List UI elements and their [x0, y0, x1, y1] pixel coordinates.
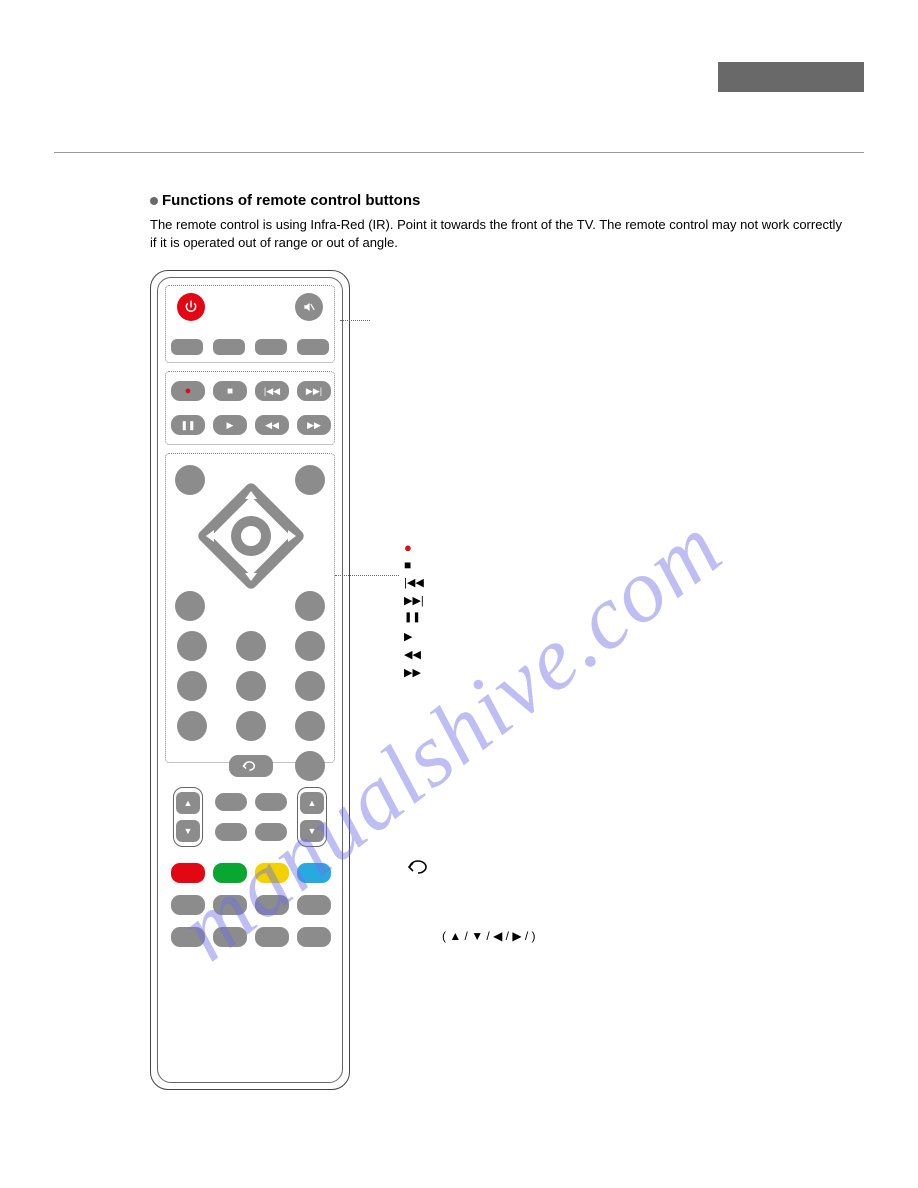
right-arrow-icon — [288, 530, 296, 542]
stop-button[interactable]: ■ — [213, 381, 247, 401]
symbol-rew: ◀◀ — [404, 648, 421, 661]
power-button[interactable] — [177, 293, 205, 321]
return-button[interactable] — [229, 755, 273, 777]
nav-bottom-right-button[interactable] — [295, 591, 325, 621]
arrows-paren-text: ( ▲ / ▼ / ◀ / ▶ / ) — [442, 929, 536, 943]
rec-button[interactable]: ● — [171, 381, 205, 401]
next-button[interactable]: ▶▶| — [297, 381, 331, 401]
rew-button[interactable]: ◀◀ — [255, 415, 289, 435]
symbol-prev: |◀◀ — [404, 576, 424, 589]
leader-line-2 — [335, 575, 399, 576]
yellow-button[interactable] — [255, 863, 289, 883]
vol-rocker: ▲ ▼ — [173, 787, 203, 847]
gray-pill-r1-3[interactable] — [255, 895, 289, 915]
dpad-ok-inner — [239, 524, 263, 548]
vol-down-button[interactable]: ▼ — [176, 820, 200, 842]
mute-icon — [302, 300, 316, 314]
vol-up-button[interactable]: ▲ — [176, 792, 200, 814]
play-button[interactable]: ▶ — [213, 415, 247, 435]
num-6-button[interactable] — [295, 671, 325, 701]
num-1-button[interactable] — [177, 631, 207, 661]
ch-down-button[interactable]: ▼ — [300, 820, 324, 842]
pause-button[interactable]: ❚❚ — [171, 415, 205, 435]
remote-outline: ● ■ |◀◀ ▶▶| ❚❚ ▶ ◀◀ ▶▶ ▲ ▼ — [150, 270, 350, 1090]
func-button-4[interactable] — [297, 339, 329, 355]
symbol-fwd: ▶▶ — [404, 666, 421, 679]
symbol-pause: ❚❚ — [404, 612, 421, 623]
num-0-button[interactable] — [295, 751, 325, 781]
header-bar — [718, 62, 864, 92]
num-4-button[interactable] — [177, 671, 207, 701]
section-title: Functions of remote control buttons — [162, 192, 420, 209]
fwd-button[interactable]: ▶▶ — [297, 415, 331, 435]
nav-bottom-left-button[interactable] — [175, 591, 205, 621]
leader-line-1 — [340, 320, 370, 321]
num-8-button[interactable] — [236, 711, 266, 741]
bullet-icon — [150, 197, 158, 205]
gray-pill-r2-4[interactable] — [297, 927, 331, 947]
mid-pill-2[interactable] — [255, 793, 287, 811]
up-arrow-icon — [245, 491, 257, 499]
func-button-1[interactable] — [171, 339, 203, 355]
symbol-rec: ● — [404, 540, 412, 555]
ch-rocker: ▲ ▼ — [297, 787, 327, 847]
func-button-3[interactable] — [255, 339, 287, 355]
down-arrow-icon — [245, 573, 257, 581]
gray-pill-r2-3[interactable] — [255, 927, 289, 947]
left-arrow-icon — [206, 530, 214, 542]
num-7-button[interactable] — [177, 711, 207, 741]
prev-button[interactable]: |◀◀ — [255, 381, 289, 401]
num-2-button[interactable] — [236, 631, 266, 661]
ch-up-button[interactable]: ▲ — [300, 792, 324, 814]
blue-button[interactable] — [297, 863, 331, 883]
green-button[interactable] — [213, 863, 247, 883]
gray-pill-r1-2[interactable] — [213, 895, 247, 915]
return-icon — [241, 760, 261, 772]
symbol-next: ▶▶| — [404, 594, 424, 607]
symbol-stop: ■ — [404, 558, 411, 572]
divider-line — [54, 152, 864, 153]
mid-pill-4[interactable] — [255, 823, 287, 841]
mid-pill-1[interactable] — [215, 793, 247, 811]
power-icon — [184, 300, 198, 314]
gray-pill-r1-1[interactable] — [171, 895, 205, 915]
mid-pill-3[interactable] — [215, 823, 247, 841]
red-button[interactable] — [171, 863, 205, 883]
func-button-2[interactable] — [213, 339, 245, 355]
num-9-button[interactable] — [295, 711, 325, 741]
gray-pill-r2-2[interactable] — [213, 927, 247, 947]
symbol-play: ▶ — [404, 630, 412, 643]
mute-button[interactable] — [295, 293, 323, 321]
num-5-button[interactable] — [236, 671, 266, 701]
return-icon-standalone — [404, 858, 432, 881]
intro-paragraph: The remote control is using Infra-Red (I… — [150, 216, 850, 251]
gray-pill-r2-1[interactable] — [171, 927, 205, 947]
gray-pill-r1-4[interactable] — [297, 895, 331, 915]
section-title-row: Functions of remote control buttons — [150, 192, 420, 209]
dpad — [196, 481, 306, 591]
num-3-button[interactable] — [295, 631, 325, 661]
